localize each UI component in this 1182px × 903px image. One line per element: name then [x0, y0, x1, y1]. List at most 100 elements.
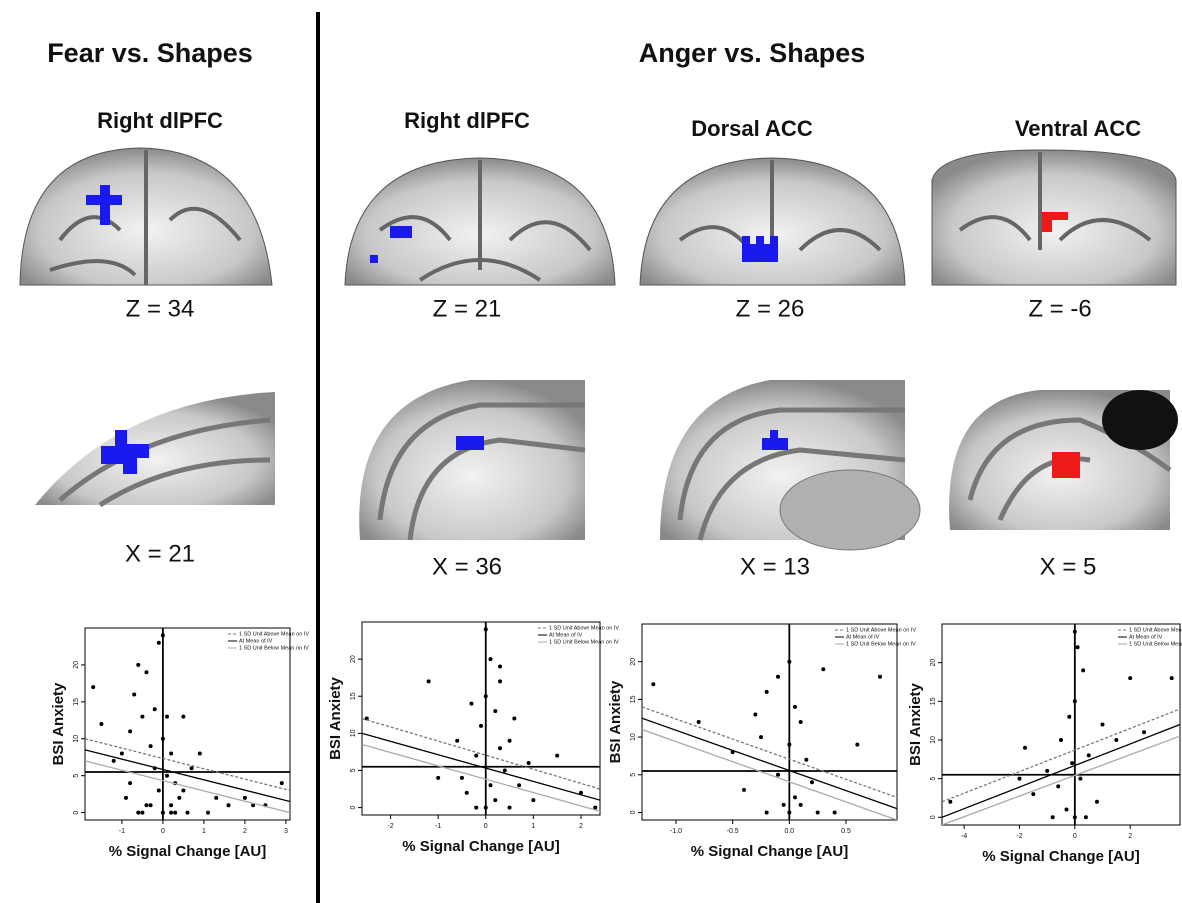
data-point: [1084, 815, 1088, 819]
data-point: [1142, 730, 1146, 734]
region-label: Right dlPFC: [404, 108, 530, 133]
slice-label: X = 36: [432, 553, 502, 580]
data-point: [427, 679, 431, 683]
y-tick-label: 0: [630, 810, 637, 814]
data-point: [460, 776, 464, 780]
regression-line: [942, 709, 1180, 802]
data-point: [469, 702, 473, 706]
data-point: [280, 781, 284, 785]
region-label: Ventral ACC: [1015, 116, 1141, 141]
slice-label: X = 13: [740, 553, 810, 580]
regression-line: [642, 718, 897, 808]
data-point: [169, 752, 173, 756]
plot-area: [85, 628, 290, 820]
data-point: [1070, 761, 1074, 765]
y-tick-label: 15: [350, 692, 357, 700]
data-point: [1076, 645, 1080, 649]
data-point: [198, 752, 202, 756]
x-tick-label: 0.0: [784, 828, 794, 835]
data-point: [474, 806, 478, 810]
data-point: [157, 788, 161, 792]
data-point: [1128, 676, 1132, 680]
axial-image: [932, 150, 1176, 285]
data-point: [181, 715, 185, 719]
data-point: [1023, 746, 1027, 750]
data-point: [1101, 723, 1105, 727]
y-tick-label: 10: [350, 729, 357, 737]
legend-label: 1 SD Unit Above Mean on IV: [1129, 627, 1182, 633]
regression-line: [942, 736, 1180, 825]
data-point: [833, 810, 837, 814]
data-point: [128, 729, 132, 733]
y-tick-label: 5: [73, 774, 80, 778]
data-point: [1065, 808, 1069, 812]
y-tick-label: 15: [930, 697, 937, 705]
regression-line: [642, 707, 897, 797]
sagittal-image: [949, 390, 1178, 530]
legend-label: At Mean of IV: [239, 638, 273, 644]
data-point: [493, 798, 497, 802]
slice-label: X = 21: [125, 540, 195, 567]
data-point: [651, 682, 655, 686]
y-tick-label: 0: [930, 815, 937, 819]
data-point: [157, 641, 161, 645]
data-point: [878, 675, 882, 679]
data-point: [474, 754, 478, 758]
data-point: [1067, 715, 1071, 719]
y-tick-label: 10: [73, 735, 80, 743]
data-point: [787, 810, 791, 814]
region-label: Right dlPFC: [97, 108, 223, 133]
data-point: [1081, 668, 1085, 672]
data-point: [149, 744, 153, 748]
data-point: [810, 780, 814, 784]
data-point: [436, 776, 440, 780]
data-point: [484, 806, 488, 810]
x-tick-label: -2: [1016, 833, 1022, 840]
data-point: [1059, 738, 1063, 742]
x-tick-label: -1: [119, 828, 125, 835]
data-point: [489, 783, 493, 787]
x-tick-label: -1: [435, 823, 441, 830]
y-tick-label: 20: [73, 661, 80, 669]
data-point: [821, 667, 825, 671]
x-tick-label: -0.5: [727, 828, 739, 835]
x-tick-label: 2: [243, 828, 247, 835]
x-tick-label: -4: [961, 833, 967, 840]
legend-label: 1 SD Unit Above Mean on IV: [549, 625, 619, 631]
y-tick-label: 20: [350, 655, 357, 663]
plot-area: [942, 624, 1180, 825]
x-tick-label: 1: [531, 823, 535, 830]
data-point: [1017, 777, 1021, 781]
data-point: [479, 724, 483, 728]
plot-frame: [942, 624, 1180, 825]
data-point: [1031, 792, 1035, 796]
data-point: [227, 803, 231, 807]
y-axis-label: BSI Anxiety: [327, 676, 344, 759]
legend-label: 1 SD Unit Below Mean on IV: [1129, 641, 1182, 647]
section-title: Fear vs. Shapes: [47, 38, 253, 68]
data-point: [1073, 699, 1077, 703]
slice-label: Z = 21: [433, 295, 502, 322]
data-point: [165, 715, 169, 719]
y-tick-label: 5: [930, 777, 937, 781]
data-point: [517, 783, 521, 787]
legend-label: 1 SD Unit Below Mean on IV: [846, 641, 916, 647]
x-tick-label: 0.5: [841, 828, 851, 835]
axial-image: [20, 148, 272, 285]
x-tick-label: 2: [1128, 833, 1132, 840]
data-point: [161, 633, 165, 637]
data-point: [181, 788, 185, 792]
x-tick-label: 3: [284, 828, 288, 835]
x-axis-label: % Signal Change [AU]: [402, 838, 560, 855]
x-tick-label: 0: [1073, 833, 1077, 840]
data-point: [169, 811, 173, 815]
data-point: [99, 722, 103, 726]
data-point: [1170, 676, 1174, 680]
data-point: [1095, 800, 1099, 804]
data-point: [455, 739, 459, 743]
y-axis-label: BSI Anxiety: [50, 682, 67, 765]
data-point: [787, 660, 791, 664]
data-point: [527, 761, 531, 765]
data-point: [484, 694, 488, 698]
y-tick-label: 0: [73, 811, 80, 815]
